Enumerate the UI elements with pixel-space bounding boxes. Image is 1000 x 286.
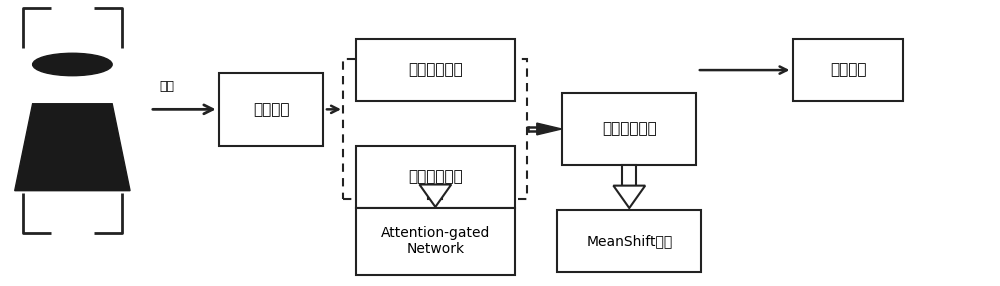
Bar bbox=[428, 184, 442, 199]
Bar bbox=[557, 210, 701, 272]
Bar bbox=[356, 208, 515, 275]
Bar bbox=[562, 92, 696, 165]
Text: 参数计算: 参数计算 bbox=[830, 63, 866, 78]
Text: 角膜轮廓分割: 角膜轮廓分割 bbox=[408, 169, 463, 184]
Polygon shape bbox=[537, 123, 562, 135]
Bar bbox=[343, 59, 527, 199]
Circle shape bbox=[33, 53, 112, 76]
Polygon shape bbox=[15, 104, 130, 191]
Polygon shape bbox=[613, 186, 645, 208]
Text: Attention-gated
Network: Attention-gated Network bbox=[381, 226, 490, 256]
Bar bbox=[356, 146, 515, 208]
Bar bbox=[793, 39, 903, 101]
Text: 瞳孔中心定位: 瞳孔中心定位 bbox=[602, 122, 657, 136]
Bar bbox=[356, 39, 515, 101]
Polygon shape bbox=[419, 184, 451, 207]
Bar bbox=[219, 73, 323, 146]
Bar bbox=[622, 165, 636, 186]
Text: 输入: 输入 bbox=[159, 80, 174, 94]
Text: 眼睑轮廓分割: 眼睑轮廓分割 bbox=[408, 63, 463, 78]
Text: 眼部识别: 眼部识别 bbox=[253, 102, 290, 117]
Text: MeanShift聚类: MeanShift聚类 bbox=[586, 234, 672, 248]
